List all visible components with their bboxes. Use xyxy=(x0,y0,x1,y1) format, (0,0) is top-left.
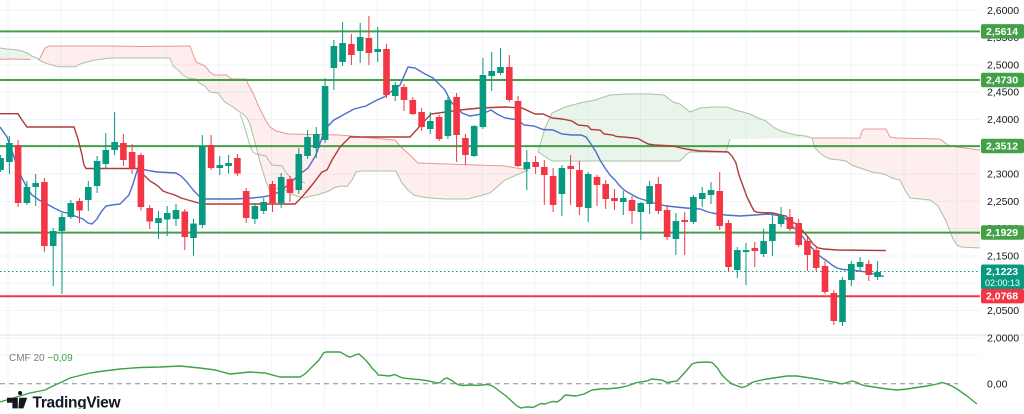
svg-text:0,00: 0,00 xyxy=(987,378,1008,390)
svg-text:2,1223: 2,1223 xyxy=(986,266,1018,278)
svg-text:2,1929: 2,1929 xyxy=(986,227,1018,239)
svg-text:CMF 20 −0,09: CMF 20 −0,09 xyxy=(9,353,73,364)
svg-text:2,5000: 2,5000 xyxy=(987,59,1019,71)
svg-text:2,3512: 2,3512 xyxy=(986,141,1018,153)
svg-text:2,0000: 2,0000 xyxy=(987,332,1019,344)
svg-text:02:00:13: 02:00:13 xyxy=(985,278,1020,288)
svg-text:2,2500: 2,2500 xyxy=(987,196,1019,208)
svg-text:2,1500: 2,1500 xyxy=(987,251,1019,263)
svg-text:2,3000: 2,3000 xyxy=(987,169,1019,181)
svg-text:2,6000: 2,6000 xyxy=(987,5,1019,17)
svg-text:2,4500: 2,4500 xyxy=(987,87,1019,99)
svg-text:2,4730: 2,4730 xyxy=(986,75,1018,87)
svg-text:2,0500: 2,0500 xyxy=(987,305,1019,317)
svg-text:2,0768: 2,0768 xyxy=(986,291,1018,303)
svg-text:TradingView: TradingView xyxy=(33,394,122,409)
svg-text:2,4000: 2,4000 xyxy=(987,114,1019,126)
svg-text:2,5614: 2,5614 xyxy=(986,26,1018,38)
